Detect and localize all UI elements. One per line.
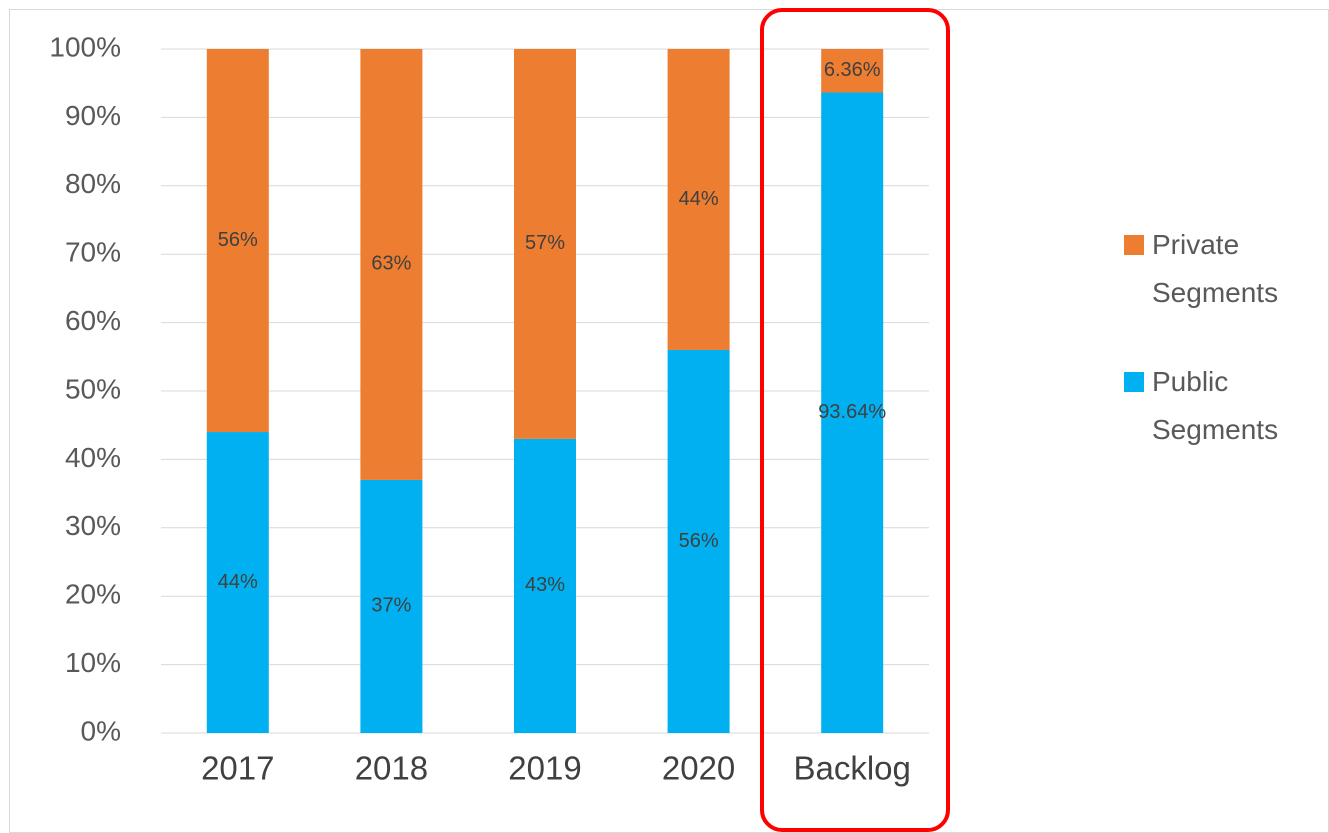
y-tick-label: 70% <box>65 237 121 268</box>
y-tick-label: 0% <box>81 715 121 746</box>
y-tick-label: 60% <box>65 305 121 336</box>
bar-segment <box>667 49 730 350</box>
bar-segment <box>514 438 576 733</box>
bars <box>206 49 884 734</box>
bar-segment <box>360 49 423 480</box>
data-label: 56% <box>218 229 258 251</box>
legend-item: Private Segments <box>1124 221 1324 317</box>
data-label: 44% <box>218 571 258 593</box>
data-label: 57% <box>525 232 565 254</box>
bar-segment <box>206 432 269 733</box>
legend-item: Public Segments <box>1124 358 1324 454</box>
x-tick-label: 2017 <box>201 750 274 787</box>
y-tick-label: 80% <box>65 168 121 199</box>
data-label: 44% <box>679 188 719 210</box>
data-label: 6.36% <box>824 59 881 81</box>
legend-swatch <box>1124 372 1144 392</box>
bar-segment <box>360 479 423 733</box>
y-tick-label: 30% <box>65 510 121 541</box>
labels: 0% 10% 20% 30% 40% 50% 60% 70% 80% 90% 100% 2017 44%… <box>49 31 911 786</box>
legend-label: Private Segments <box>1152 229 1279 308</box>
data-label: 63% <box>371 253 411 275</box>
bar-segment <box>667 349 730 733</box>
y-tick-label: 20% <box>65 579 121 610</box>
y-tick-label: 10% <box>65 647 121 678</box>
legend-swatch <box>1124 235 1144 255</box>
bar-segment <box>514 49 576 439</box>
x-tick-label: 2018 <box>355 750 428 787</box>
y-tick-label: 90% <box>65 100 121 131</box>
y-tick-label: 40% <box>65 442 121 473</box>
data-label: 56% <box>679 530 719 552</box>
x-tick-label: 2020 <box>662 750 735 787</box>
x-tick-label: 2019 <box>508 750 581 787</box>
bar-segment <box>821 49 884 93</box>
x-tick-label: Backlog <box>793 750 910 787</box>
y-tick-label: 50% <box>65 373 121 404</box>
data-label: 37% <box>371 595 411 617</box>
bar-segment <box>206 49 269 433</box>
y-tick-label: 100% <box>49 31 121 62</box>
highlight-box <box>760 8 950 832</box>
data-label: 43% <box>525 574 565 596</box>
bar-segment <box>821 92 884 734</box>
data-label: 93.64% <box>818 401 886 423</box>
legend-label: Public Segments <box>1152 366 1279 445</box>
